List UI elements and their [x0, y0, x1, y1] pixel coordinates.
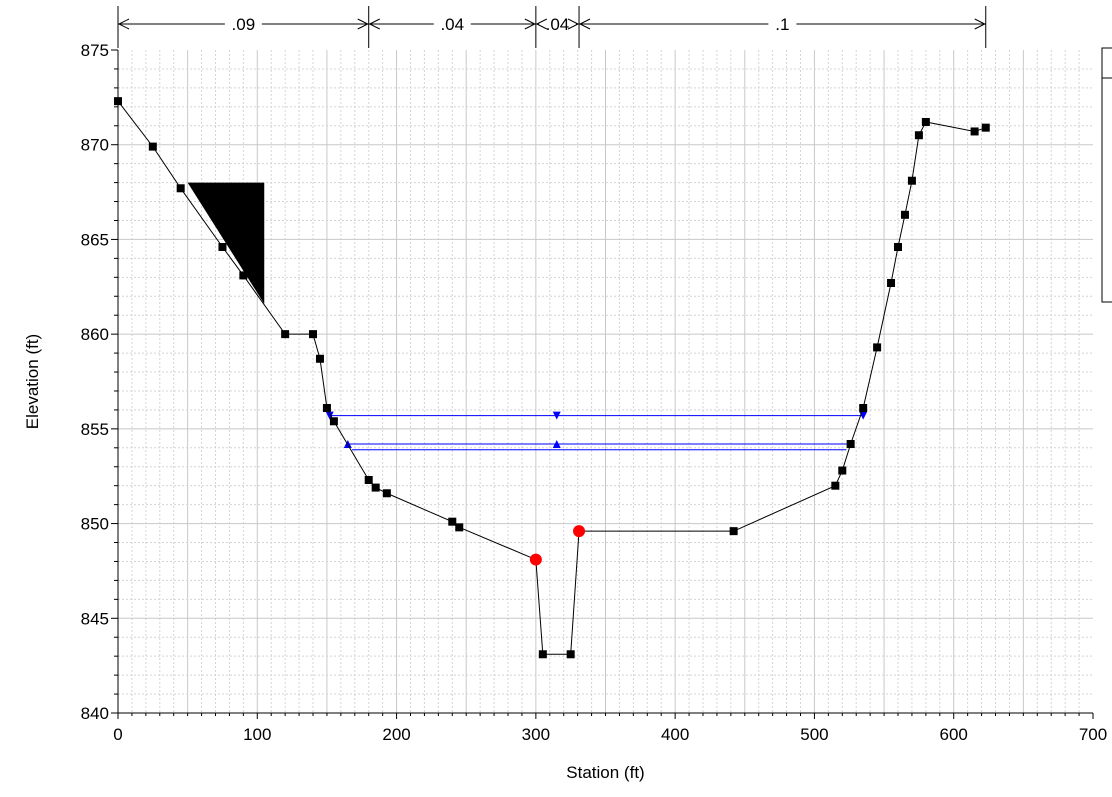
bank-station-marker [529, 553, 542, 566]
ground-point [921, 117, 930, 126]
ground-point [148, 142, 157, 151]
ground-point [371, 483, 380, 492]
ground-point [846, 440, 855, 449]
ground-point [364, 476, 373, 485]
x-tick-label: 400 [661, 725, 689, 744]
x-tick-label: 200 [382, 725, 410, 744]
ground-point [729, 527, 738, 536]
ground-point [114, 97, 122, 106]
zone-arrow-right [974, 18, 986, 30]
ground-point [322, 404, 331, 413]
water-surface-marker [552, 411, 561, 420]
ground-point [873, 343, 882, 352]
x-tick-label: 0 [113, 725, 122, 744]
zone-arrow-right [357, 18, 369, 30]
ground-point [887, 278, 896, 287]
y-tick-label: 840 [81, 704, 109, 723]
manning-n-zones: .09 .04 .04 .1 [117, 6, 987, 48]
ground-point [239, 271, 248, 280]
y-tick-label: 860 [81, 325, 109, 344]
y-tick-label: 845 [81, 609, 109, 628]
zone-label: .04 [546, 15, 570, 34]
ground-point [218, 243, 227, 252]
ground-point [894, 243, 902, 252]
ground-point [329, 417, 338, 426]
zone-arrow-left [578, 18, 591, 30]
ground-point [981, 123, 990, 132]
ground-point [907, 176, 916, 185]
zone-label: .1 [775, 15, 789, 34]
y-tick-label: 865 [81, 230, 109, 249]
water-surface-marker [325, 411, 334, 420]
legend-box [1101, 47, 1112, 303]
ground-point [900, 210, 909, 219]
ground-point [914, 131, 923, 140]
zone-arrow-left [535, 18, 548, 30]
data-layer [114, 97, 990, 659]
ground-point [382, 489, 391, 498]
zone-arrow-left [368, 18, 380, 30]
x-tick-label: 700 [1079, 725, 1107, 744]
y-tick-label: 870 [81, 136, 109, 155]
zone-arrow-left [117, 18, 130, 30]
ground-point [281, 330, 290, 339]
axis-labels: Station (ft) Elevation (ft) [23, 334, 645, 782]
x-tick-label: 600 [940, 725, 968, 744]
x-tick-label: 300 [522, 725, 550, 744]
ground-point [566, 650, 575, 659]
ground-point [970, 127, 979, 136]
y-tick-label: 850 [81, 515, 109, 534]
zone-label: .04 [440, 15, 464, 34]
y-tick-label: 855 [81, 420, 109, 439]
ground-point [309, 330, 317, 339]
zone-arrow-right [524, 18, 536, 30]
ground-point [176, 184, 185, 193]
zone-label: .09 [232, 15, 256, 34]
ground-point [315, 354, 324, 363]
ground-point [831, 481, 840, 490]
x-tick-label: 100 [243, 725, 271, 744]
ground-point [455, 523, 464, 532]
axes: 0 100 200 300 400 500 600 700 840 845 850 855 860 865… [81, 41, 1108, 744]
grid [118, 50, 1093, 713]
ground-point [538, 650, 547, 659]
x-tick-label: 500 [800, 725, 828, 744]
zone-arrow-right [567, 18, 580, 30]
ground-point [859, 404, 868, 413]
legend [1101, 47, 1112, 303]
y-axis-label: Elevation (ft) [23, 334, 42, 429]
y-tick-label: 875 [81, 41, 109, 60]
ground-point [838, 466, 847, 475]
bank-station-marker [573, 525, 586, 538]
water-surface-marker [552, 440, 561, 449]
x-axis-label: Station (ft) [566, 763, 644, 782]
ground-point [448, 517, 457, 526]
